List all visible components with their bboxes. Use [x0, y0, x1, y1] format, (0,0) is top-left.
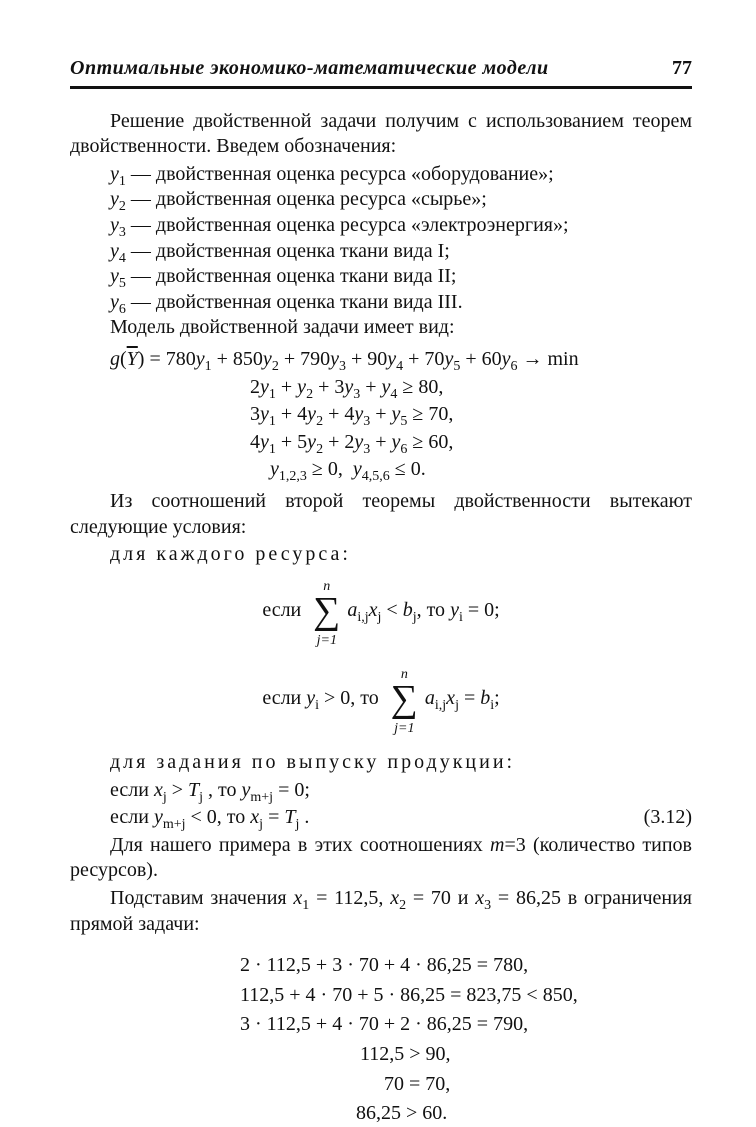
equation-number: (3.12) — [604, 805, 692, 831]
for-output-task: для задания по выпуску продукции: — [70, 750, 692, 776]
running-header: Оптимальные экономико-математические мод… — [70, 56, 692, 89]
subst-eq-2: 112,5 + 4 · 70 + 5 · 86,25 = 823,75 < 85… — [70, 983, 692, 1009]
for-each-resource: для каждого ресурса: — [70, 542, 692, 568]
def-y5: y5 — двойственная оценка ткани вида II; — [70, 264, 692, 290]
subst-eq-1: 2 · 112,5 + 3 · 70 + 4 · 86,25 = 780, — [70, 953, 692, 979]
chapter-title: Оптимальные экономико-математические мод… — [70, 56, 549, 82]
intro-paragraph: Решение двойственной задачи получим с ис… — [70, 109, 692, 160]
output-condition-1: если xj > Tj , то ym+j = 0; — [70, 778, 692, 804]
model-intro: Модель двойственной задачи имеет вид: — [70, 315, 692, 341]
def-y2: y2 — двойственная оценка ресурса «сырье»… — [70, 187, 692, 213]
page-number: 77 — [672, 56, 692, 82]
objective-function: g(Y) = 780y1 + 850y2 + 790y3 + 90y4 + 70… — [70, 347, 692, 373]
def-y3: y3 — двойственная оценка ресурса «электр… — [70, 213, 692, 239]
subst-eq-3: 3 · 112,5 + 4 · 70 + 2 · 86,25 = 790, — [70, 1012, 692, 1038]
constraint-3: 4y1 + 5y2 + 2y3 + y6 ≥ 60, — [70, 430, 692, 456]
second-theorem-paragraph: Из соотношений второй теоремы двойственн… — [70, 489, 692, 540]
substituted-constraints: 2 · 112,5 + 3 · 70 + 4 · 86,25 = 780, 11… — [70, 953, 692, 1127]
def-y6: y6 — двойственная оценка ткани вида III. — [70, 290, 692, 316]
sigma-icon: n ∑ j=1 — [313, 574, 340, 648]
sign-constraints: y1,2,3 ≥ 0, y4,5,6 ≤ 0. — [70, 457, 692, 483]
page: Оптимальные экономико-математические мод… — [0, 0, 756, 1111]
m-equals-3: Для нашего примера в этих соотношениях m… — [70, 833, 692, 884]
subst-eq-6: 86,25 > 60. — [70, 1101, 692, 1127]
definitions-list: y1 — двойственная оценка ресурса «оборуд… — [70, 162, 692, 341]
def-y1: y1 — двойственная оценка ресурса «оборуд… — [70, 162, 692, 188]
dual-model: g(Y) = 780y1 + 850y2 + 790y3 + 90y4 + 70… — [70, 347, 692, 483]
resource-condition-1: если n ∑ j=1 ai,jxj < bj, то yi = 0; — [70, 574, 692, 648]
def-y4: y4 — двойственная оценка ткани вида I; — [70, 239, 692, 265]
substitution-paragraph: Подставим значения x1 = 112,5, x2 = 70 и… — [70, 886, 692, 937]
output-condition-2: если ym+j < 0, то xj = Tj . (3.12) — [70, 805, 692, 831]
subst-eq-4: 112,5 > 90, — [70, 1042, 692, 1068]
constraint-2: 3y1 + 4y2 + 4y3 + y5 ≥ 70, — [70, 402, 692, 428]
constraint-1: 2y1 + y2 + 3y3 + y4 ≥ 80, — [70, 375, 692, 401]
subst-eq-5: 70 = 70, — [70, 1072, 692, 1098]
sigma-icon: n ∑ j=1 — [391, 662, 418, 736]
resource-condition-2: если yi > 0, то n ∑ j=1 ai,jxj = bi; — [70, 662, 692, 736]
